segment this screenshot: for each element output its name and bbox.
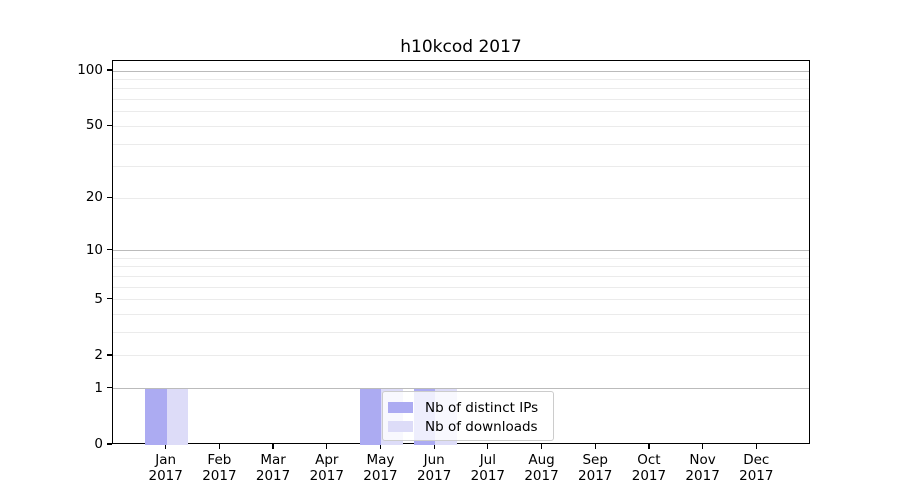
x-tick-year: 2017 (416, 467, 452, 484)
gridline-y-9 (113, 257, 809, 259)
x-tick-month: Jan (155, 452, 177, 468)
gridline-y-10 (113, 250, 809, 252)
plot-area: Nb of distinct IPs Nb of downloads (112, 60, 810, 445)
gridline-y-30 (113, 166, 809, 168)
x-tick-month: Dec (743, 452, 770, 468)
y-tick-label-100: 100 (77, 62, 103, 78)
legend-item-distinct-ips: Nb of distinct IPs (388, 398, 545, 417)
x-tick-mark (702, 444, 704, 449)
x-tick-month: Oct (637, 452, 661, 468)
x-tick-year: 2017 (578, 467, 613, 484)
x-tick-month: Nov (689, 452, 716, 468)
x-tick-mark (755, 444, 757, 449)
x-tick-year: 2017 (202, 467, 237, 484)
bar-distinct-ips-may (359, 388, 382, 445)
x-tick-mark (540, 444, 543, 449)
legend: Nb of distinct IPs Nb of downloads (382, 391, 554, 441)
x-tick-mark (326, 444, 328, 449)
x-tick-year: 2017 (255, 467, 291, 484)
x-tick-label-apr: Apr 2017 (287, 452, 367, 484)
legend-item-downloads: Nb of downloads (388, 417, 545, 436)
x-tick-year: 2017 (524, 467, 559, 484)
y-tick-label-20: 20 (85, 189, 103, 206)
gridline-y-70 (113, 99, 809, 101)
x-tick-year: 2017 (739, 467, 774, 484)
x-tick-mark (648, 444, 650, 449)
x-tick-year: 2017 (363, 467, 398, 484)
bar-downloads-jan (166, 388, 189, 445)
y-tick-mark (107, 443, 112, 445)
y-tick-mark (107, 298, 112, 300)
x-tick-year: 2017 (685, 467, 720, 484)
y-tick-label-1: 1 (94, 379, 103, 396)
gridlines-layer (113, 61, 809, 443)
y-tick-mark (107, 196, 112, 198)
gridline-y-60 (113, 111, 809, 113)
x-tick-label-jul: Jul 2017 (448, 452, 528, 484)
y-tick-mark (107, 387, 112, 389)
x-tick-year: 2017 (148, 467, 183, 484)
y-tick-label-2: 2 (94, 346, 103, 363)
x-tick-year: 2017 (631, 467, 667, 484)
gridline-y-8 (113, 266, 809, 268)
x-tick-mark (218, 444, 220, 449)
y-tick-label-50: 50 (85, 117, 103, 134)
x-tick-mark (433, 444, 435, 449)
gridline-y-1 (113, 388, 809, 390)
bar-distinct-ips-jan (145, 388, 167, 445)
gridline-y-90 (113, 78, 809, 80)
y-tick-mark (107, 249, 112, 251)
gridline-y-100 (113, 70, 809, 72)
x-tick-label-may: May 2017 (340, 452, 420, 484)
gridline-y-5 (113, 299, 809, 301)
gridline-y-80 (113, 88, 809, 90)
x-tick-label-jan: Jan 2017 (126, 452, 206, 484)
legend-label-downloads: Nb of downloads (425, 418, 538, 435)
y-tick-label-5: 5 (94, 290, 103, 307)
legend-label-distinct-ips: Nb of distinct IPs (425, 399, 539, 416)
x-tick-label-mar: Mar 2017 (233, 452, 313, 484)
gridline-y-6 (113, 286, 809, 288)
x-tick-month: Aug (528, 452, 555, 468)
bars-layer (113, 61, 809, 445)
chart-title: h10kcod 2017 (400, 37, 522, 57)
gridline-y-4 (113, 314, 809, 316)
x-tick-label-aug: Aug 2017 (502, 452, 582, 484)
x-tick-month: Apr (315, 452, 339, 468)
x-tick-label-feb: Feb 2017 (179, 452, 259, 484)
gridline-y-20 (113, 197, 809, 199)
x-tick-label-sep: Sep 2017 (555, 452, 635, 484)
x-tick-month: Mar (260, 452, 286, 468)
x-tick-year: 2017 (470, 467, 506, 484)
y-tick-mark (107, 354, 112, 356)
x-tick-mark (272, 444, 274, 449)
x-tick-month: Jun (423, 452, 445, 468)
y-tick-mark (107, 124, 112, 126)
x-tick-label-oct: Oct 2017 (609, 452, 689, 484)
y-tick-label-0: 0 (94, 436, 103, 452)
gridline-y-7 (113, 275, 809, 277)
x-tick-month: Feb (207, 452, 232, 468)
y-tick-mark (107, 69, 112, 71)
x-tick-label-nov: Nov 2017 (663, 452, 743, 484)
gridline-y-2 (113, 355, 809, 357)
x-tick-year: 2017 (309, 467, 344, 484)
gridline-y-3 (113, 332, 809, 334)
y-tick-label-10: 10 (85, 241, 103, 258)
x-tick-month: May (366, 452, 395, 468)
x-tick-mark (379, 444, 382, 449)
x-tick-mark (165, 444, 167, 449)
x-tick-mark (487, 444, 489, 449)
x-tick-label-jun: Jun 2017 (394, 452, 474, 484)
legend-swatch-distinct-ips (388, 402, 413, 413)
gridline-y-50 (113, 125, 809, 127)
x-tick-mark (594, 444, 596, 449)
legend-swatch-downloads (388, 421, 413, 432)
x-tick-label-dec: Dec 2017 (716, 452, 796, 484)
x-tick-month: Jul (479, 452, 496, 468)
x-tick-month: Sep (582, 452, 608, 468)
gridline-y-40 (113, 143, 809, 145)
